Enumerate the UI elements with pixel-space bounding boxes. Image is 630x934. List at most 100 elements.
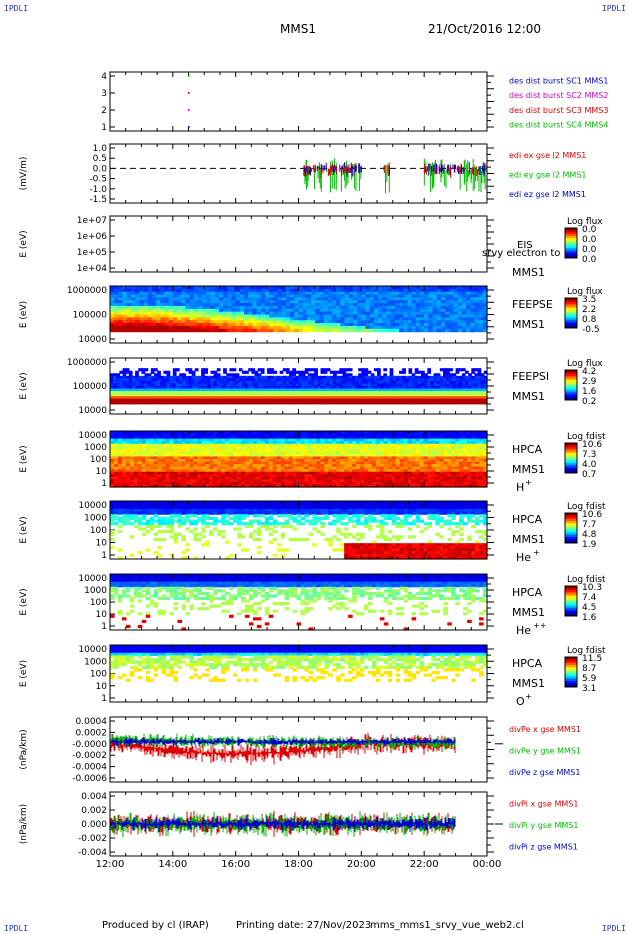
panel-6-colorbar-frame: [564, 442, 578, 474]
colorbar-cell: [565, 252, 577, 255]
panel-7-y-tick-label: 1000: [84, 514, 107, 524]
panel-7-colorbar-frame: [564, 512, 578, 544]
panel-8-colorbar-frame: [564, 585, 578, 617]
panel-9-y-tick-label: 10000: [78, 645, 107, 655]
panel-5-spacecraft-label: MMS1: [512, 390, 545, 403]
colorbar-cell: [565, 614, 577, 617]
colorbar-cell: [565, 318, 577, 321]
panel-6-colorbar-tick-label: 7.3: [582, 450, 596, 460]
colorbar-cell: [565, 304, 577, 307]
panel-6-heatmap-cells: [110, 431, 488, 488]
colorbar-cell: [565, 469, 577, 472]
time-tick-label: 12:00: [96, 859, 125, 870]
panel-9-y-tick-label: 1: [101, 694, 107, 704]
panel-4-colorbar-tick-label: 3.5: [582, 295, 596, 305]
panel-3-spacecraft-label: MMS1: [512, 266, 545, 279]
panel-7-colorbar-tick-label: 7.7: [582, 520, 596, 530]
colorbar-cell: [565, 667, 577, 670]
colorbar-cell: [565, 396, 577, 399]
colorbar-cell: [565, 683, 577, 686]
panel-9-instrument-label: HPCA: [512, 657, 543, 670]
panel-7-y-tick-label: 10: [96, 539, 108, 549]
panel-9-heatmap-cells: [110, 645, 488, 682]
panel-4-y-tick-label: 10000: [78, 335, 107, 345]
panel-5-instrument-label: FEEPSI: [512, 370, 549, 383]
panel-9-y-tick-label: 1000: [84, 657, 107, 667]
colorbar-cell: [565, 443, 577, 446]
panel-1-point-2: [188, 109, 190, 111]
panel-5-colorbar-tick-label: 1.6: [582, 387, 597, 397]
panel-8-heatmap-cells: [110, 574, 488, 631]
colorbar-cell: [565, 322, 577, 325]
panel-2-y-tick-label: 0.5: [93, 154, 107, 164]
colorbar-cell: [565, 471, 577, 474]
panel-2-y-tick-label: -1.0: [89, 185, 107, 195]
panel-7-y-tick-label: 1: [101, 551, 107, 561]
colorbar-cell: [565, 659, 577, 662]
colorbar-cell: [565, 513, 577, 516]
panel-4-spacecraft-label: MMS1: [512, 318, 545, 331]
panel-10-y-tick-label: -0.0000: [72, 740, 107, 750]
colorbar-cell: [565, 598, 577, 601]
panel-8-colorbar-title: Log fdist: [567, 575, 606, 585]
colorbar-cell: [565, 612, 577, 615]
panel-10-y-axis-label: (nPa/km): [19, 729, 29, 769]
panel-6-spacecraft-label: MMS1: [512, 463, 545, 476]
colorbar-cell: [565, 254, 577, 257]
panel-7-heatmap-cells: [110, 501, 488, 560]
panel-10-legend-3: divPe z gse MMS1: [509, 768, 580, 777]
time-tick-label: 20:00: [347, 859, 376, 870]
panel-4-colorbar-tick-label: -0.5: [582, 325, 600, 335]
colorbar-cell: [565, 675, 577, 678]
colorbar-cell: [565, 248, 577, 251]
panel-10-y-tick-label: -0.0006: [72, 774, 107, 784]
colorbar-cell: [565, 461, 577, 464]
plots-canvas: 12:00 14:00 16:00 18:00 20:00 22:00 00:00 4 3 2 1 d…: [19, 71, 608, 870]
panel-1-y-tick-label: 2: [101, 106, 107, 116]
colorbar-cell: [565, 457, 577, 460]
colorbar-cell: [565, 394, 577, 397]
panel-5-colorbar-tick-label: 0.2: [582, 397, 596, 407]
colorbar-cell: [565, 677, 577, 680]
panel-9-colorbar-tick-label: 11.5: [582, 654, 602, 664]
colorbar-cell: [565, 250, 577, 253]
panel-1-y-tick-label: 4: [101, 72, 107, 82]
panel-6-species-label: H: [516, 481, 524, 494]
time-tick-label: 14:00: [158, 859, 187, 870]
footer-printing-date: Printing date: 27/Nov/2023: [236, 920, 372, 931]
panel-3-colorbar-title: Log flux: [567, 217, 603, 227]
panel-5-colorbar-title: Log flux: [567, 359, 603, 369]
panel-3-colorbar-frame: [564, 227, 578, 259]
panel-1-legend-2: des dist burst SC2 MMS2: [509, 91, 608, 100]
colorbar-cell: [565, 467, 577, 470]
colorbar-cell: [565, 228, 577, 231]
panel-1-legend-3: des dist burst SC3 MMS3: [509, 106, 608, 115]
panel-4-y-tick-label: 1000000: [67, 286, 107, 296]
colorbar-cell: [565, 324, 577, 327]
colorbar-cell: [565, 669, 577, 672]
colorbar-cell: [565, 244, 577, 247]
panel-8-colorbar-tick-label: 4.5: [582, 603, 596, 613]
panel-8-colorbar-tick-label: 7.4: [582, 593, 597, 603]
colorbar-cell: [565, 539, 577, 542]
panel-8-instrument-label: HPCA: [512, 586, 543, 599]
panel-4-colorbar-tick-label: 0.8: [582, 315, 597, 325]
colorbar-cell: [565, 312, 577, 315]
panel-10-legend-2: divPe y gse MMS1: [509, 747, 581, 756]
colorbar-cell: [565, 376, 577, 379]
panel-11-legend-2: divPi y gse MMS1: [509, 821, 578, 830]
panel-5-colorbar-frame: [564, 369, 578, 401]
colorbar-cell: [565, 300, 577, 303]
panel-1-legend-1: des dist burst SC1 MMS1: [509, 76, 608, 85]
panel-10-legend-1: divPe x gse MMS1: [509, 725, 581, 734]
colorbar-cell: [565, 234, 577, 237]
panel-1-y-tick-label: 3: [101, 89, 107, 99]
panel-6-y-tick-label: 1000: [84, 443, 107, 453]
panel-7-colorbar-title: Log fdist: [567, 502, 606, 512]
colorbar-cell: [565, 256, 577, 259]
panel-11-y-tick-label: 0.004: [81, 792, 107, 802]
panel-8-y-tick-label: 100: [90, 598, 107, 608]
panel-6-instrument-label: HPCA: [512, 443, 543, 456]
colorbar-cell: [565, 537, 577, 540]
panel-3-y-tick-label: 1e+06: [77, 232, 108, 242]
